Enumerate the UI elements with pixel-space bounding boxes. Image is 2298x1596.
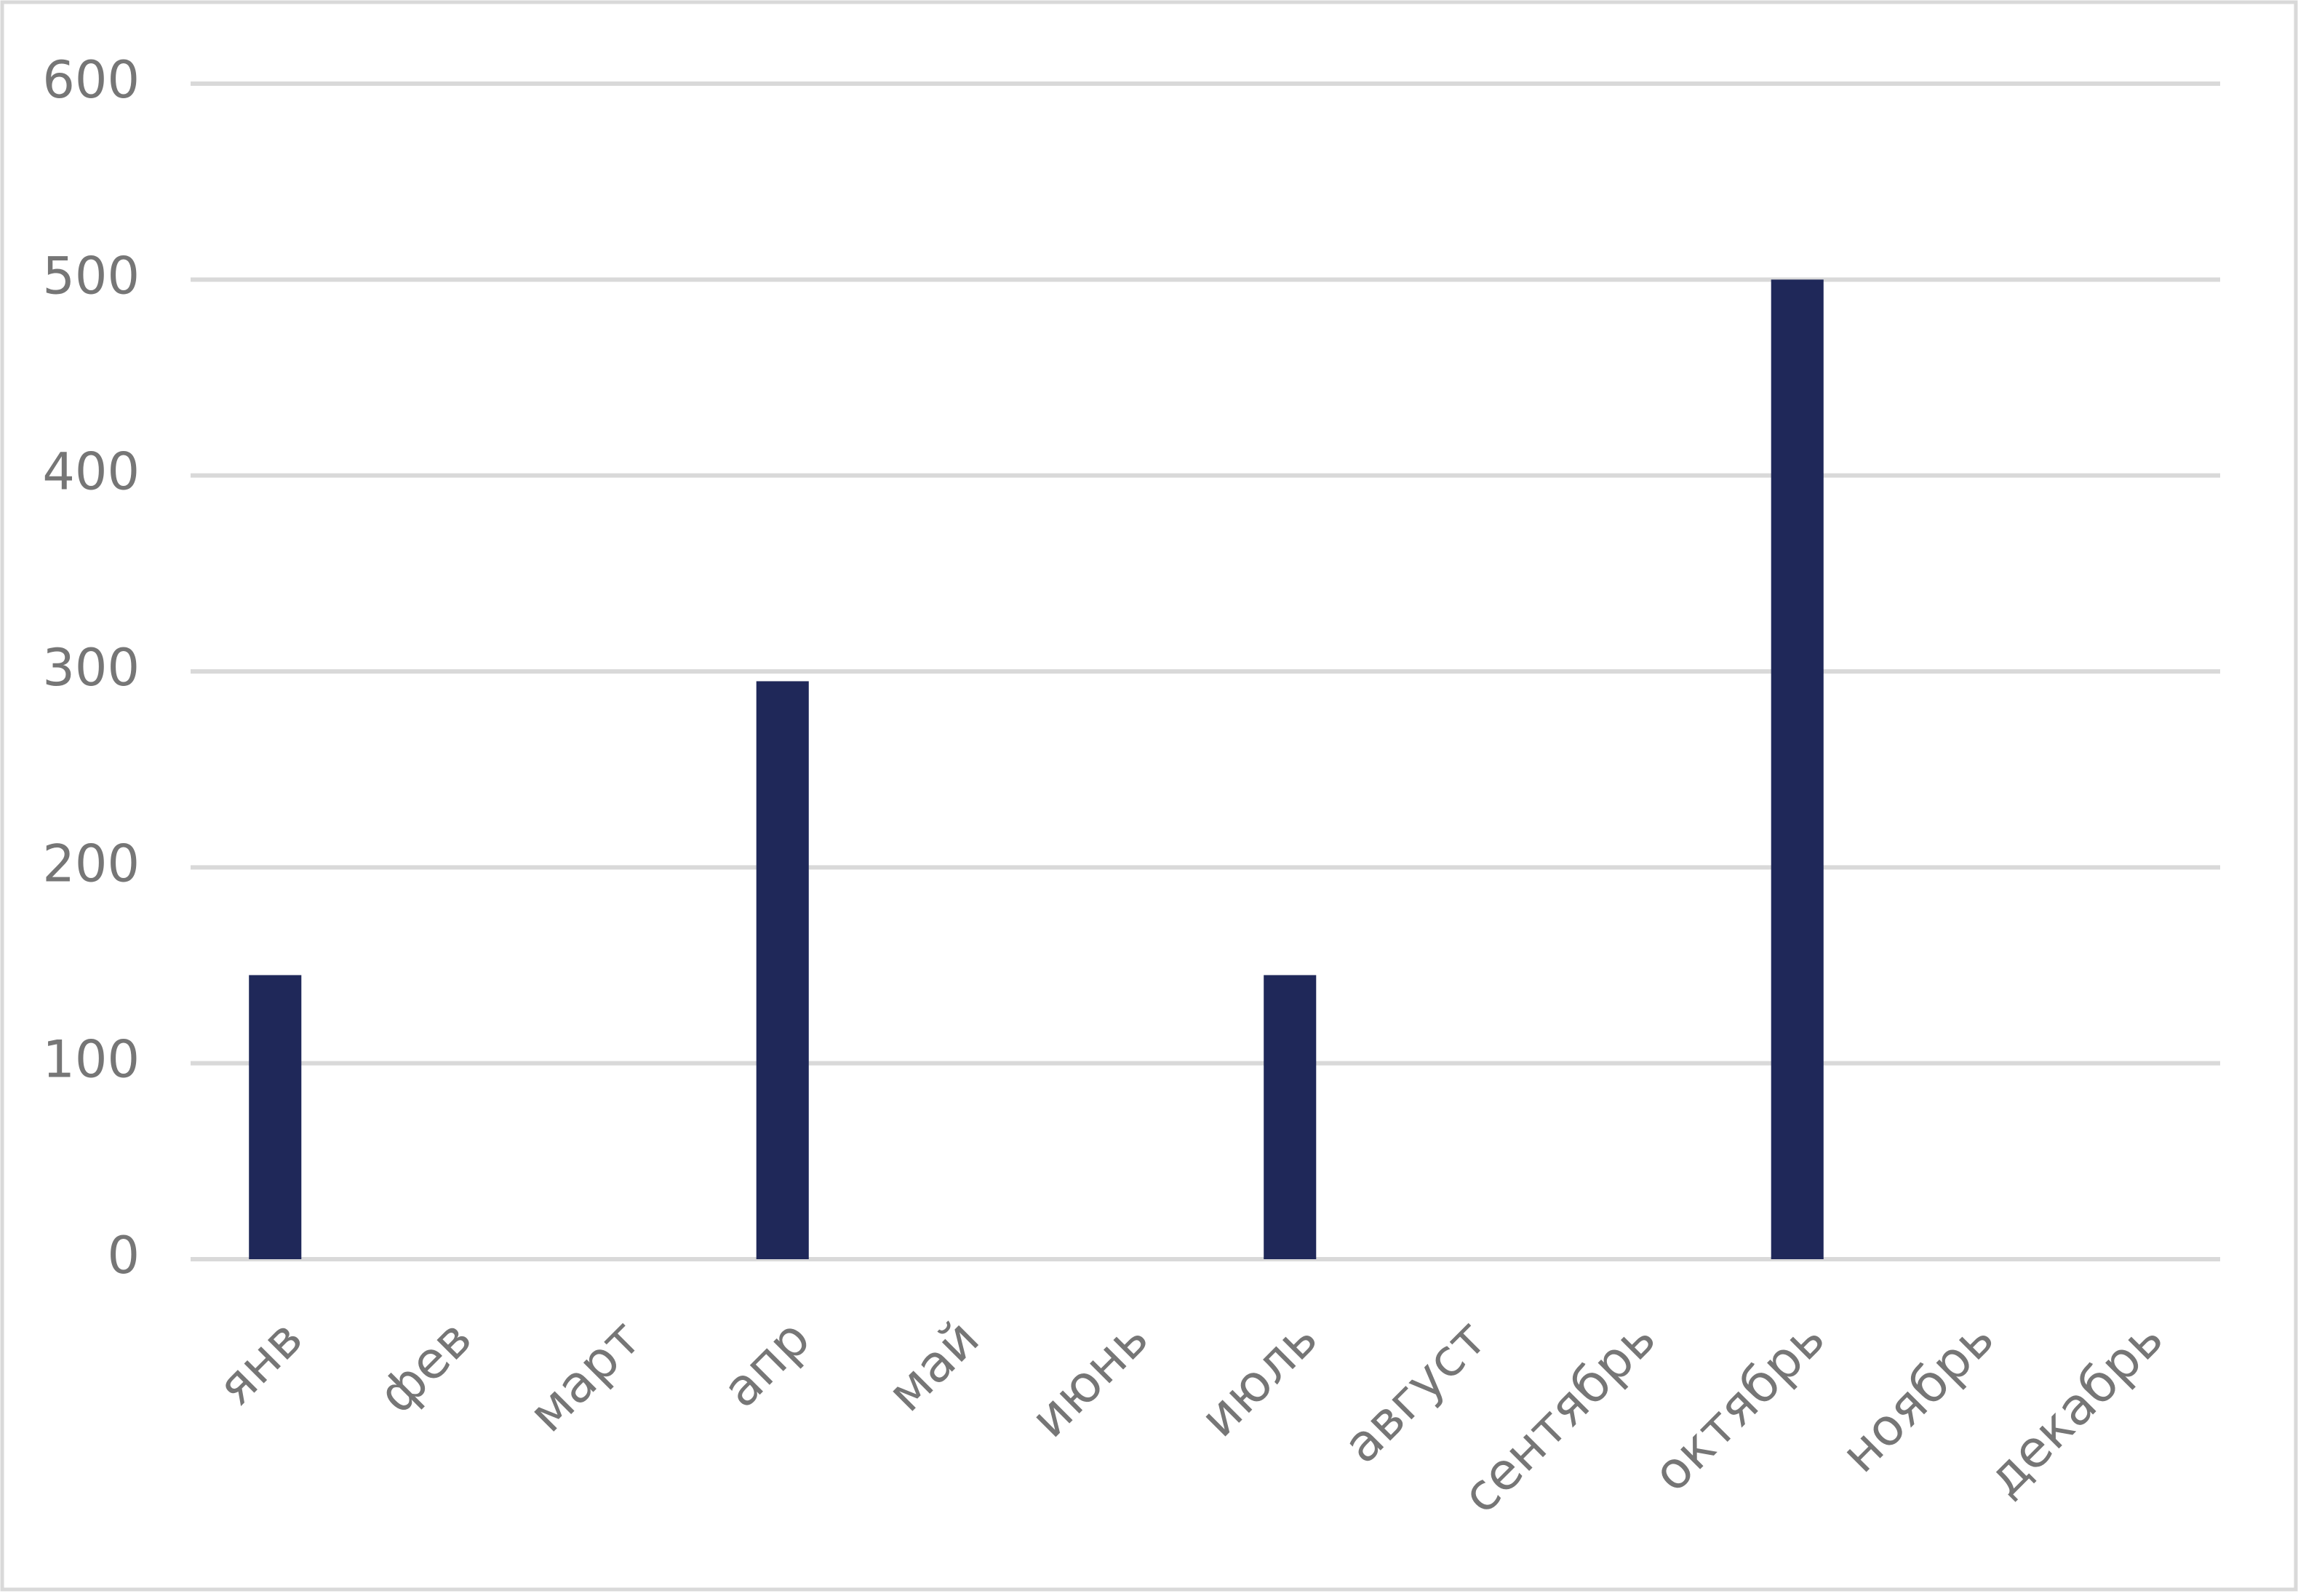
bar bbox=[1771, 279, 1824, 1259]
y-tick-label: 0 bbox=[107, 1226, 140, 1285]
y-tick-label: 300 bbox=[42, 638, 140, 698]
y-tick-label: 400 bbox=[42, 442, 140, 502]
y-tick-label: 500 bbox=[42, 246, 140, 306]
y-tick-label: 600 bbox=[42, 50, 140, 110]
bar bbox=[249, 975, 302, 1259]
bar bbox=[1264, 975, 1317, 1259]
y-tick-label: 200 bbox=[42, 834, 140, 893]
y-tick-label: 100 bbox=[42, 1030, 140, 1090]
bar bbox=[756, 681, 809, 1259]
